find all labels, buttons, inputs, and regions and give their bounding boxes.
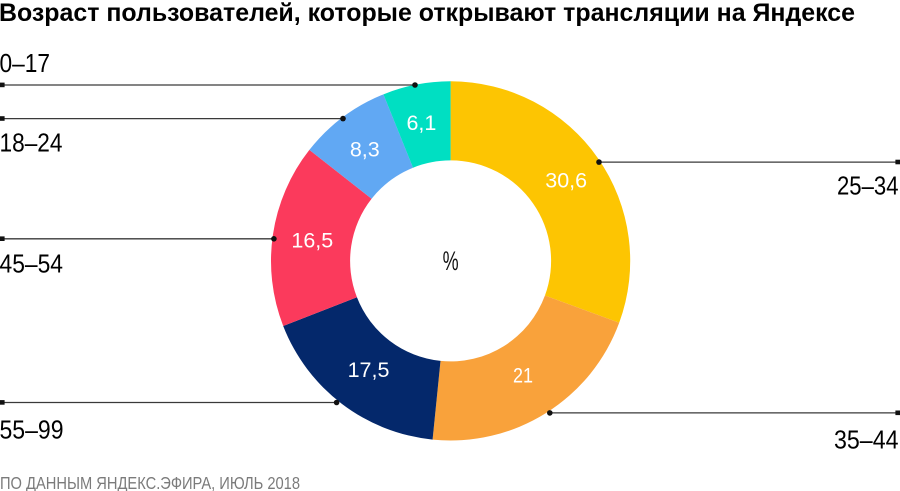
svg-text:21: 21 [513, 363, 533, 387]
svg-text:%: % [443, 246, 459, 276]
svg-text:18–24: 18–24 [0, 130, 63, 158]
svg-text:0–17: 0–17 [0, 50, 50, 78]
svg-text:30,6: 30,6 [545, 168, 587, 192]
svg-text:35–44: 35–44 [834, 427, 899, 455]
svg-text:55–99: 55–99 [0, 416, 64, 444]
svg-text:45–54: 45–54 [0, 251, 63, 279]
svg-text:16,5: 16,5 [291, 229, 333, 253]
svg-text:6,1: 6,1 [406, 111, 436, 135]
svg-text:ПО ДАННЫМ ЯНДЕКС.ЭФИРА, ИЮЛЬ 2: ПО ДАННЫМ ЯНДЕКС.ЭФИРА, ИЮЛЬ 2018 [0, 473, 300, 491]
svg-text:Возраст пользователей, которые: Возраст пользователей, которые открывают… [0, 0, 855, 27]
svg-text:25–34: 25–34 [837, 173, 899, 201]
svg-text:8,3: 8,3 [350, 138, 380, 162]
svg-text:17,5: 17,5 [348, 358, 390, 382]
